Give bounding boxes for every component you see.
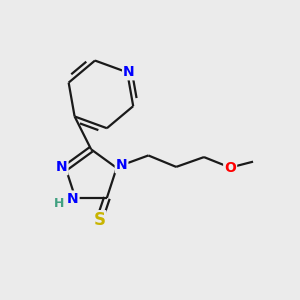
Text: N: N xyxy=(67,191,79,206)
Text: S: S xyxy=(93,211,105,229)
Text: O: O xyxy=(224,160,236,175)
Text: N: N xyxy=(123,65,135,79)
Text: N: N xyxy=(116,158,127,172)
Text: N: N xyxy=(56,160,68,174)
Text: H: H xyxy=(54,197,64,210)
